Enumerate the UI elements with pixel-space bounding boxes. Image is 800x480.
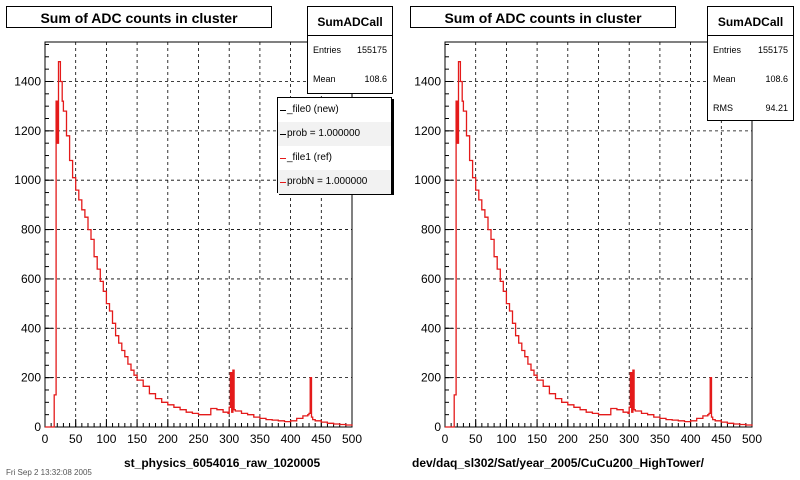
legend-label-probn: probN = 1.000000 xyxy=(287,176,368,187)
legend-label-file1: _file1 (ref) xyxy=(287,152,333,163)
x-tick-label: 250 xyxy=(188,432,208,446)
y-tick-label: 0 xyxy=(34,420,41,434)
x-tick-label: 400 xyxy=(281,432,301,446)
x-tick-label: 50 xyxy=(69,432,83,446)
right-stats-rms-row: RMS 94.21 xyxy=(708,94,793,123)
left-stats-entries-row: Entries 155175 xyxy=(308,36,392,65)
histogram-series-line xyxy=(45,61,353,428)
y-tick-label: 0 xyxy=(434,420,441,434)
x-tick-label: 350 xyxy=(250,432,270,446)
y-tick-label: 400 xyxy=(21,321,41,335)
y-tick-label: 1200 xyxy=(14,124,41,138)
x-tick-label: 100 xyxy=(496,432,516,446)
y-tick-label: 1400 xyxy=(14,74,41,88)
x-tick-label: 150 xyxy=(527,432,547,446)
legend-line-probn xyxy=(280,182,286,183)
histogram-series-line xyxy=(445,61,753,428)
y-tick-label: 800 xyxy=(421,223,441,237)
x-tick-label: 200 xyxy=(158,432,178,446)
legend-label-prob: prob = 1.000000 xyxy=(287,128,361,139)
y-tick-label: 400 xyxy=(421,321,441,335)
left-stats-entries-label: Entries xyxy=(313,45,342,55)
left-stats-mean-row: Mean 108.6 xyxy=(308,65,392,94)
right-stats-mean-label: Mean xyxy=(713,74,736,84)
left-x-caption: st_physics_6054016_raw_1020005 xyxy=(124,456,321,470)
right-stats-name: SumADCall xyxy=(708,7,793,36)
y-tick-label: 600 xyxy=(421,272,441,286)
right-stats-mean-row: Mean 108.6 xyxy=(708,65,793,94)
right-stats-mean-value: 108.6 xyxy=(765,74,788,84)
right-stats-entries-label: Entries xyxy=(713,45,742,55)
right-x-caption: dev/daq_sl302/Sat/year_2005/CuCu200_High… xyxy=(412,456,704,470)
y-tick-label: 1000 xyxy=(14,173,41,187)
y-tick-label: 200 xyxy=(421,371,441,385)
legend-entry-prob: prob = 1.000000 xyxy=(278,122,391,146)
x-tick-label: 200 xyxy=(558,432,578,446)
x-tick-label: 500 xyxy=(742,432,762,446)
x-tick-label: 250 xyxy=(588,432,608,446)
x-tick-label: 300 xyxy=(619,432,639,446)
x-tick-label: 400 xyxy=(681,432,701,446)
x-tick-label: 300 xyxy=(219,432,239,446)
x-tick-label: 450 xyxy=(311,432,331,446)
x-tick-label: 50 xyxy=(469,432,483,446)
x-tick-label: 450 xyxy=(711,432,731,446)
left-chart-title: Sum of ADC counts in cluster xyxy=(6,6,272,28)
left-stats-box: SumADCall Entries 155175 Mean 108.6 xyxy=(307,6,393,94)
footer-timestamp: Fri Sep 2 13:32:08 2005 xyxy=(6,468,92,477)
right-panel: 0 50 100 150 200 250 300 350 400 450 500 0 200 400 600… xyxy=(400,0,800,480)
x-tick-label: 100 xyxy=(96,432,116,446)
left-legend: _file0 (new) prob = 1.000000 _file1 (ref… xyxy=(277,97,392,194)
legend-line-file1 xyxy=(280,158,286,159)
x-tick-label: 350 xyxy=(650,432,670,446)
legend-line-prob xyxy=(280,134,286,135)
y-tick-label: 600 xyxy=(21,272,41,286)
left-stats-mean-label: Mean xyxy=(313,74,336,84)
y-tick-label: 200 xyxy=(21,371,41,385)
left-stats-name: SumADCall xyxy=(308,7,392,36)
right-stats-entries-row: Entries 155175 xyxy=(708,36,793,65)
right-stats-box: SumADCall Entries 155175 Mean 108.6 RMS … xyxy=(707,6,794,121)
x-tick-label: 0 xyxy=(42,432,49,446)
right-stats-rms-label: RMS xyxy=(713,103,733,113)
legend-line-file0 xyxy=(280,110,286,111)
left-stats-mean-value: 108.6 xyxy=(364,74,387,84)
y-tick-label: 1000 xyxy=(414,173,441,187)
right-chart-title: Sum of ADC counts in cluster xyxy=(410,6,676,28)
x-tick-label: 0 xyxy=(442,432,449,446)
legend-entry-probn: probN = 1.000000 xyxy=(278,170,391,194)
y-tick-label: 800 xyxy=(21,223,41,237)
right-stats-entries-value: 155175 xyxy=(757,45,788,55)
right-stats-rms-value: 94.21 xyxy=(765,103,788,113)
legend-entry-file1: _file1 (ref) xyxy=(278,146,391,170)
left-stats-entries-value: 155175 xyxy=(356,45,387,55)
left-panel: 0 50 100 150 200 250 300 350 400 450 500 0 200 400 600… xyxy=(6,6,393,470)
x-tick-label: 500 xyxy=(342,432,362,446)
legend-label-file0: _file0 (new) xyxy=(287,104,339,115)
x-tick-label: 150 xyxy=(127,432,147,446)
y-tick-label: 1400 xyxy=(414,74,441,88)
right-plot: 0 50 100 150 200 250 300 350 400 450 500 0 200 400 600… xyxy=(414,41,762,446)
legend-entry-file0: _file0 (new) xyxy=(278,98,391,122)
y-tick-label: 1200 xyxy=(414,124,441,138)
